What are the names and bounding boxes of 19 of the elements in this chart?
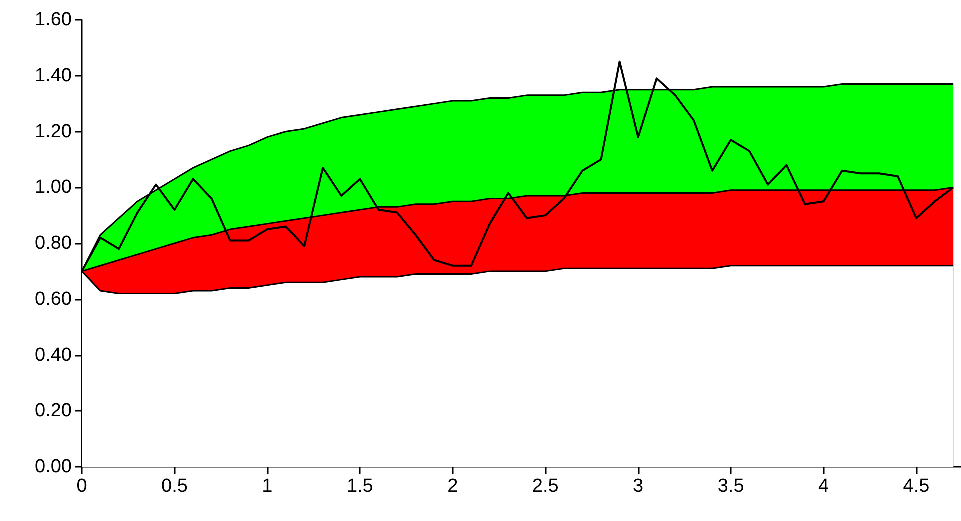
x-tick-label: 2 [448,476,458,497]
x-tick-label: 1 [262,476,273,497]
y-tick-label: 1.00 [35,177,72,198]
y-tick-label: 0.40 [35,344,72,366]
x-tick-label: 0.5 [162,476,188,497]
y-tick-label: 0.00 [35,456,72,478]
y-tick-label: 0.60 [35,288,72,310]
x-tick-label: 1.5 [346,476,374,497]
y-tick-label: 1.20 [35,121,72,142]
y-tick-label: 1.40 [35,65,72,86]
y-tick-label: 0.80 [35,233,72,254]
x-tick-label: 4.5 [903,476,930,497]
x-tick-label: 0 [76,476,88,497]
x-tick-label: 2.5 [532,476,559,497]
x-tick-label: 4 [818,476,830,497]
x-tick-label: 3.5 [718,476,744,497]
y-tick-label: 1.60 [35,10,72,30]
x-tick-label: 3 [633,476,644,497]
y-tick-label: 0.20 [35,400,72,422]
